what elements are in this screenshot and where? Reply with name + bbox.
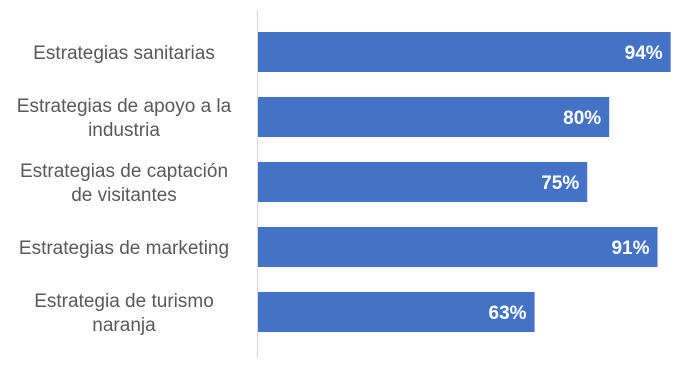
category-label: Estrategias de apoyo a la industria [17, 96, 232, 141]
data-label: 91% [611, 238, 649, 259]
category-label: Estrategia de turismo naranja [34, 291, 214, 336]
category-label-line: industria [88, 120, 160, 141]
category-label-line: Estrategias de marketing [19, 238, 229, 259]
category-label: Estrategias sanitarias [33, 43, 215, 64]
data-label: 94% [625, 43, 663, 64]
category-label: Estrategias de marketing [19, 238, 229, 259]
category-label-line: naranja [92, 315, 156, 336]
bar [258, 292, 535, 332]
category-label-line: Estrategias de apoyo a la [17, 96, 232, 117]
category-label-line: Estrategia de turismo [34, 291, 214, 312]
category-label-line: Estrategias sanitarias [33, 43, 215, 64]
data-label: 75% [541, 173, 579, 194]
bar [258, 97, 610, 137]
category-label-line: de visitantes [71, 185, 177, 206]
bar [258, 162, 588, 202]
bar [258, 227, 658, 267]
category-label-line: Estrategias de captación [20, 161, 228, 182]
bar [258, 32, 671, 72]
category-label: Estrategias de captación de visitantes [20, 161, 228, 206]
data-label: 80% [563, 108, 601, 129]
data-label: 63% [489, 303, 527, 324]
